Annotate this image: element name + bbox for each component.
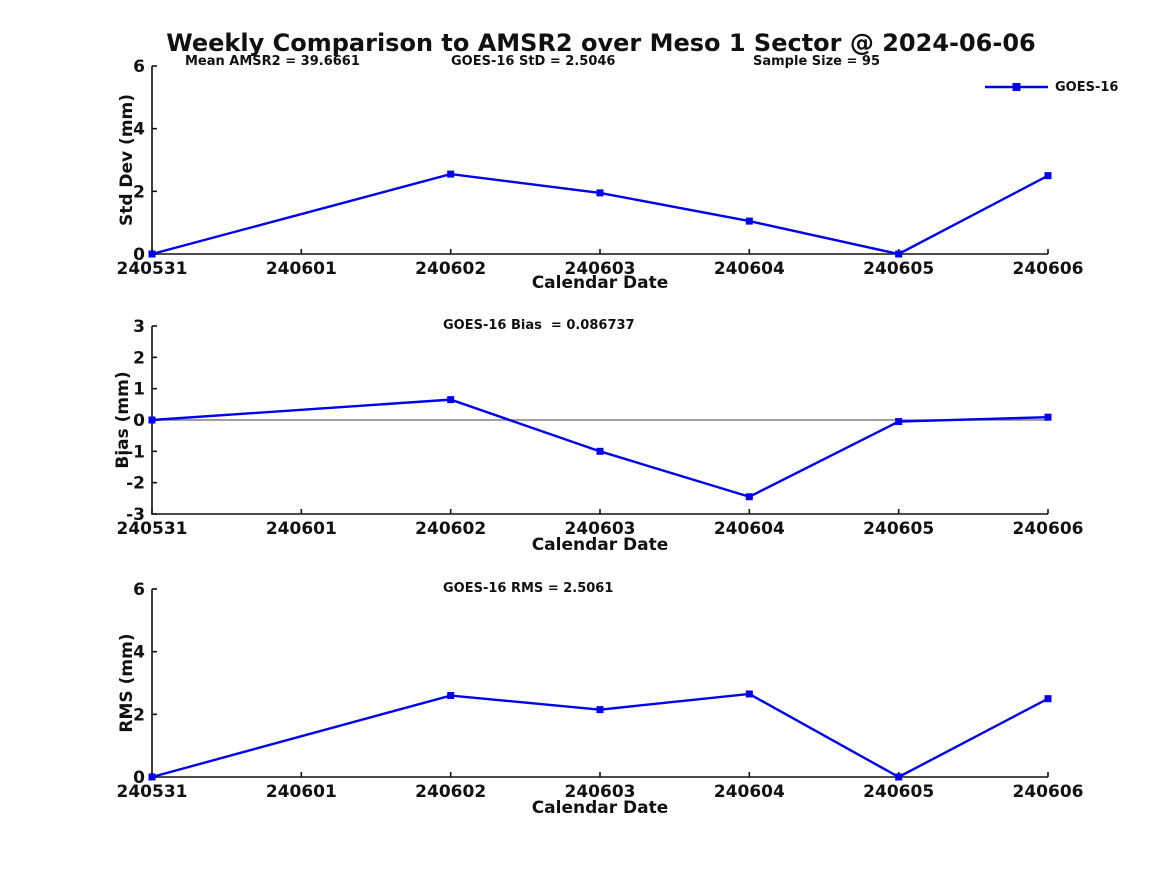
plot-rms: 0 2 4 6 240531 240601 240602 240603 240604 240605… [117, 580, 1084, 802]
data-point-marker [148, 416, 156, 424]
annotation-goes16-bias: GOES-16 Bias = 0.086737 [443, 318, 635, 333]
data-point-marker [895, 250, 903, 258]
x-tick-label: 240602 [415, 259, 486, 279]
data-point-marker [745, 493, 753, 501]
x-tick-label: 240606 [1013, 519, 1084, 539]
x-tick-label: 240603 [565, 519, 636, 539]
x-tick-label: 240604 [714, 259, 785, 279]
y-tick-label: 2 [133, 348, 145, 368]
data-point-marker [1044, 413, 1052, 421]
x-tick-label: 240606 [1013, 782, 1084, 802]
x-axis-label-std-dev: Calendar Date [531, 273, 669, 293]
x-tick-label: 240601 [266, 259, 337, 279]
x-tick-label: 240531 [117, 519, 188, 539]
data-point-marker [895, 418, 903, 426]
y-tick-label: 2 [133, 182, 145, 202]
x-tick-label: 240601 [266, 782, 337, 802]
x-tick-label: 240531 [117, 259, 188, 279]
y-tick-label: -1 [126, 442, 145, 462]
x-tick-label: 240606 [1013, 259, 1084, 279]
annotation-mean-amsr2: Mean AMSR2 = 39.6661 [185, 54, 360, 69]
x-axis-label-bias: Calendar Date [531, 535, 669, 555]
x-tick-label: 240601 [266, 519, 337, 539]
y-tick-label: 4 [133, 120, 145, 140]
data-point-marker [745, 217, 753, 225]
y-tick-label: 1 [133, 380, 145, 400]
y-tick-label: 2 [133, 705, 145, 725]
y-axis-label-bias: Bias (mm) [113, 371, 133, 469]
y-tick-label: -3 [126, 505, 145, 525]
annotation-goes16-std: GOES-16 StD = 2.5046 [451, 54, 616, 69]
x-tick-label: 240603 [565, 259, 636, 279]
x-tick-label: 240603 [565, 782, 636, 802]
y-tick-label: 0 [133, 411, 145, 431]
y-tick-label: 6 [133, 57, 145, 77]
x-tick-label: 240604 [714, 519, 785, 539]
plot-std-dev: 0 2 4 6 240531 240601 240602 240603 240604 240605… [117, 57, 1084, 279]
data-point-marker [895, 773, 903, 781]
series-line [151, 172, 1049, 256]
annotation-goes16-rms: GOES-16 RMS = 2.5061 [443, 581, 614, 596]
data-point-marker [1044, 172, 1052, 180]
y-tick-label: 3 [133, 317, 145, 337]
y-tick-label: 6 [133, 580, 145, 600]
y-axis-label-std-dev: Std Dev (mm) [117, 93, 137, 227]
x-axis-label-rms: Calendar Date [531, 798, 669, 818]
data-point-marker [447, 170, 455, 178]
y-axis-label-rms: RMS (mm) [117, 633, 137, 733]
data-point-marker [745, 690, 753, 698]
data-point-marker [148, 773, 156, 781]
legend: GOES-16 [985, 79, 1118, 95]
data-point-marker [596, 706, 604, 714]
data-point-marker [596, 189, 604, 197]
series-line [151, 692, 1049, 779]
plot-bias: -3 -2 -1 0 1 2 3 240531 240601 240602 240603 240604… [117, 317, 1084, 539]
data-point-marker [447, 396, 455, 404]
data-point-marker [447, 692, 455, 700]
legend-label: GOES-16 [1055, 79, 1119, 95]
y-tick-label: -2 [126, 474, 145, 494]
y-tick-label: 4 [133, 643, 145, 663]
data-point-marker [148, 250, 156, 258]
annotation-sample-size: Sample Size = 95 [753, 54, 881, 69]
y-tick-label: 0 [133, 768, 145, 788]
x-tick-label: 240605 [863, 519, 934, 539]
y-tick-label: 0 [133, 245, 145, 265]
data-point-marker [1044, 695, 1052, 703]
legend-line-marker-icon [985, 83, 1048, 91]
data-point-marker [596, 447, 604, 455]
x-tick-label: 240605 [863, 782, 934, 802]
x-tick-label: 240531 [117, 782, 188, 802]
x-tick-label: 240604 [714, 782, 785, 802]
series-line [151, 398, 1049, 499]
x-tick-label: 240602 [415, 519, 486, 539]
figure-title: Weekly Comparison to AMSR2 over Meso 1 S… [166, 29, 1036, 57]
x-tick-label: 240602 [415, 782, 486, 802]
x-tick-label: 240605 [863, 259, 934, 279]
